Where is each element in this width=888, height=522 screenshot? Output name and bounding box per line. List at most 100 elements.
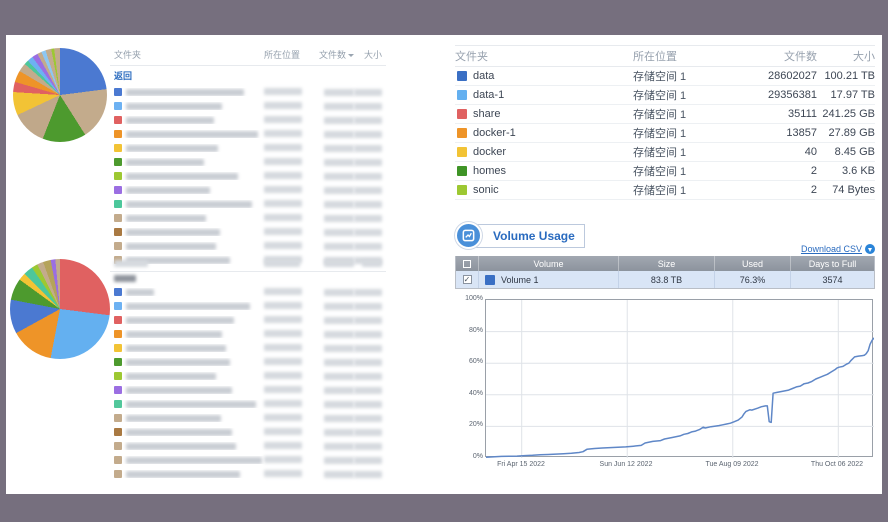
pie-column-bottom — [10, 257, 110, 481]
summary-table-rows: data 存储空间 1 28602027 100.21 TB data-1 存储… — [455, 67, 875, 200]
download-csv[interactable]: Download CSV — [455, 244, 875, 254]
blurred-folder-name — [126, 116, 214, 124]
folder-list-item[interactable] — [110, 127, 386, 141]
download-icon[interactable] — [865, 244, 875, 254]
folder-list-item[interactable] — [110, 211, 386, 225]
blurred-header-size — [362, 260, 382, 267]
folder-list-item[interactable] — [110, 327, 386, 341]
column-header-vsize[interactable]: Size — [618, 256, 714, 271]
blurred-file-count — [324, 130, 354, 138]
folder-list-item[interactable] — [110, 169, 386, 183]
folder-list-item[interactable] — [110, 239, 386, 253]
folder-list-item[interactable] — [110, 197, 386, 211]
column-header-size[interactable]: 大小 — [853, 51, 875, 63]
folder-list-item[interactable] — [110, 85, 386, 99]
blurred-location — [264, 256, 302, 263]
folder-color-swatch — [114, 144, 122, 152]
column-header-folder[interactable]: 文件夹 — [455, 51, 488, 63]
select-all-checkbox[interactable] — [456, 256, 478, 271]
blurred-location — [264, 130, 302, 137]
column-header-volume[interactable]: Volume — [478, 256, 618, 271]
column-header-location[interactable]: 所在位置 — [633, 51, 677, 63]
column-header-location[interactable]: 所在位置 — [264, 50, 301, 60]
folder-size: 3.6 KB — [841, 165, 875, 177]
folder-color-swatch — [114, 316, 122, 324]
folder-rows-top — [110, 85, 386, 267]
folder-color-swatch — [114, 414, 122, 422]
blurred-folder-name — [126, 344, 226, 352]
blurred-file-count — [324, 288, 354, 296]
blurred-folder-name — [126, 144, 218, 152]
folder-size: 27.89 GB — [828, 127, 875, 139]
folder-list-item[interactable] — [110, 453, 386, 467]
folder-list-item[interactable] — [110, 313, 386, 327]
folder-list-item[interactable] — [110, 397, 386, 411]
blurred-size — [354, 372, 382, 380]
summary-table-row[interactable]: docker-1 存储空间 1 13857 27.89 GB — [455, 124, 875, 143]
folder-file-count: 28602027 — [768, 70, 817, 82]
blurred-size — [354, 386, 382, 394]
blurred-size — [354, 358, 382, 366]
column-header-days[interactable]: Days to Full — [790, 256, 874, 271]
summary-table-row[interactable]: data 存储空间 1 28602027 100.21 TB — [455, 67, 875, 86]
folder-list-item[interactable] — [110, 285, 386, 299]
folder-color-swatch — [114, 288, 122, 296]
summary-table-row[interactable]: share 存储空间 1 35111 241.25 GB — [455, 105, 875, 124]
folder-list-item[interactable] — [110, 369, 386, 383]
column-header-folder[interactable]: 文件夹 — [114, 50, 142, 60]
back-link[interactable]: 返回 — [114, 71, 133, 81]
sort-caret-icon — [348, 54, 354, 58]
folder-list-item[interactable] — [110, 341, 386, 355]
summary-table-row[interactable]: homes 存储空间 1 2 3.6 KB — [455, 162, 875, 181]
folder-list-item[interactable] — [110, 155, 386, 169]
folder-list-item[interactable] — [110, 439, 386, 453]
column-header-files[interactable]: 文件数 — [312, 48, 354, 61]
blurred-size — [354, 88, 382, 96]
right-panel: 文件夹 所在位置 文件数 大小 data 存储空间 1 28602027 100… — [455, 45, 875, 472]
column-header-size[interactable]: 大小 — [363, 50, 382, 60]
folder-pie-chart-bottom — [10, 259, 110, 359]
blurred-location — [264, 372, 302, 379]
folder-list-item[interactable] — [110, 355, 386, 369]
folder-list-item[interactable] — [110, 141, 386, 155]
folder-list-item[interactable] — [110, 299, 386, 313]
folder-color-swatch — [114, 470, 122, 478]
summary-table-row[interactable]: docker 存储空间 1 40 8.45 GB — [455, 143, 875, 162]
column-header-used[interactable]: Used — [714, 256, 790, 271]
blurred-size — [354, 414, 382, 422]
blurred-size — [354, 242, 382, 250]
blurred-file-count — [324, 158, 354, 166]
folder-list-item[interactable] — [110, 383, 386, 397]
column-header-files[interactable]: 文件数 — [784, 51, 817, 63]
blurred-folder-name — [126, 414, 221, 422]
summary-table-row[interactable]: sonic 存储空间 1 2 74 Bytes — [455, 181, 875, 200]
blurred-location — [264, 228, 302, 235]
blurred-size — [354, 288, 382, 296]
summary-table-row[interactable]: data-1 存储空间 1 29356381 17.97 TB — [455, 86, 875, 105]
volume-size-cell: 83.8 TB — [618, 271, 714, 288]
volume-checkbox[interactable]: ✓ — [462, 275, 472, 284]
folder-color-swatch — [114, 344, 122, 352]
blurred-folder-name — [126, 358, 230, 366]
folder-list-item[interactable] — [110, 425, 386, 439]
folder-list-item[interactable] — [110, 467, 386, 481]
y-axis-tick: 100% — [465, 295, 483, 302]
blurred-location — [264, 144, 302, 151]
folder-color-swatch — [114, 200, 122, 208]
download-csv-link[interactable]: Download CSV — [800, 244, 862, 254]
summary-table-header: 文件夹 所在位置 文件数 大小 — [455, 46, 875, 67]
folder-list-item[interactable] — [110, 99, 386, 113]
blurred-file-count — [324, 372, 354, 380]
blurred-location — [264, 158, 302, 165]
back-link-blurred[interactable] — [110, 272, 386, 285]
folder-list-item[interactable] — [110, 183, 386, 197]
folder-list-item[interactable] — [110, 225, 386, 239]
blurred-file-count — [324, 302, 354, 310]
folder-list-item[interactable] — [110, 113, 386, 127]
blurred-size — [354, 116, 382, 124]
volume-row[interactable]: ✓ Volume 1 83.8 TB 76.3% 3574 — [456, 271, 874, 288]
folder-list-item[interactable] — [110, 411, 386, 425]
blurred-file-count — [324, 442, 354, 450]
blurred-file-count — [324, 470, 354, 478]
folder-name: share — [473, 108, 501, 120]
